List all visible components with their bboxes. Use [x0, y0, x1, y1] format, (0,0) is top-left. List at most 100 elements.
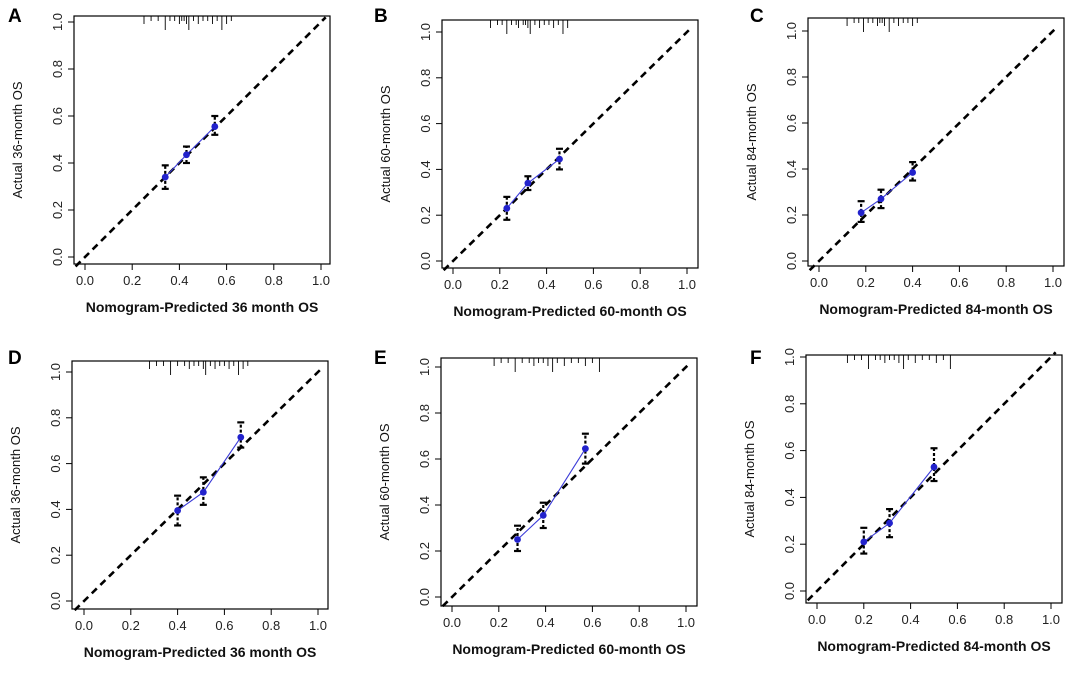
y-tick-label: 0.6	[418, 115, 433, 133]
calibration-point	[161, 173, 169, 181]
x-tick-label: 0.2	[491, 277, 509, 292]
x-tick-label: 0.8	[995, 612, 1013, 627]
y-tick-label: 0.0	[417, 588, 432, 606]
x-tick-label: 0.0	[75, 618, 93, 633]
y-tick-label: 0.8	[784, 68, 799, 86]
panel-letter-f: F	[750, 348, 762, 369]
x-tick-label: 1.0	[309, 618, 327, 633]
panel-letter-b: B	[374, 6, 388, 27]
y-tick-label: 0.6	[784, 114, 799, 132]
plot-frame	[805, 354, 1063, 604]
calibration-point	[909, 169, 916, 176]
x-tick-label: 0.0	[810, 275, 828, 290]
plot-frame	[441, 19, 699, 269]
error-bar	[182, 145, 190, 165]
plot-frame	[440, 357, 698, 607]
y-tick-label: 0.4	[784, 160, 799, 178]
y-tick-label: 0.4	[418, 160, 433, 178]
plot-frame	[73, 15, 331, 265]
calibration-point	[857, 209, 865, 217]
y-tick-label: 0.6	[50, 107, 65, 125]
y-tick-label: 0.0	[418, 252, 433, 270]
y-tick-label: 1.0	[782, 348, 797, 366]
panel-d: D 0.0 0.2 0.4 0.6 0.8 1.0 0.0 0.2 0.4 0.6 0.8 1.0 Nom…	[8, 348, 329, 660]
x-tick-label: 0.6	[584, 277, 602, 292]
y-tick-label: 0.8	[50, 60, 65, 78]
reference-diagonal	[73, 366, 324, 612]
calibration-point	[581, 445, 589, 453]
calibration-point	[877, 195, 885, 203]
error-bar	[886, 508, 894, 539]
reference-diagonal	[442, 26, 693, 272]
y-axis-title: Actual 36-month OS	[10, 81, 25, 198]
x-axis-title: Nomogram-Predicted 60-month OS	[452, 641, 685, 657]
y-tick-label: 0.8	[417, 404, 432, 422]
calibration-point	[860, 538, 868, 546]
reference-diagonal	[74, 16, 327, 268]
calibration-line	[517, 448, 586, 540]
x-tick-label: 0.8	[997, 275, 1015, 290]
x-axis-title: Nomogram-Predicted 84-month OS	[819, 301, 1052, 317]
calibration-point	[556, 155, 563, 163]
panel-letter-a: A	[8, 6, 22, 27]
x-tick-label: 0.0	[76, 273, 94, 288]
panel-b: B 0.0 0.2 0.4 0.6 0.8 1.0 0.0 0.2 0.4 0.6 0.8 1.0 Nom…	[374, 6, 699, 319]
y-tick-label: 0.2	[50, 201, 65, 219]
calibration-point	[237, 433, 245, 441]
x-tick-label: 0.0	[444, 277, 462, 292]
x-tick-label: 0.2	[123, 273, 141, 288]
error-bar	[211, 114, 219, 136]
y-tick-label: 0.4	[782, 488, 797, 506]
y-axis-title: Actual 84-month OS	[742, 420, 757, 537]
y-axis-title: Actual 36-month OS	[8, 426, 23, 543]
y-tick-label: 0.4	[48, 500, 63, 518]
y-tick-label: 1.0	[50, 13, 65, 31]
panel-c: C 0.0 0.2 0.4 0.6 0.8 1.0 0.0 0.2 0.4 0.6 0.8 1.0 Nom…	[744, 6, 1065, 317]
y-tick-label: 0.8	[48, 409, 63, 427]
y-axis-title: Actual 60-month OS	[377, 423, 392, 540]
y-tick-label: 0.0	[48, 592, 63, 610]
x-tick-label: 0.2	[857, 275, 875, 290]
calibration-point	[524, 179, 532, 187]
y-axis-title: Actual 84-month OS	[744, 83, 759, 200]
x-tick-label: 0.8	[262, 618, 280, 633]
x-tick-label: 1.0	[1042, 612, 1060, 627]
calibration-point	[199, 488, 207, 496]
x-tick-label: 0.6	[948, 612, 966, 627]
x-tick-label: 0.0	[443, 615, 461, 630]
panel-e: E 0.0 0.2 0.4 0.6 0.8 1.0 0.0 0.2 0.4 0.6 0.8 1.0 Nom…	[374, 348, 698, 657]
plot-frame	[807, 17, 1065, 267]
x-tick-label: 1.0	[312, 273, 330, 288]
calibration-point	[503, 204, 511, 212]
y-tick-label: 0.6	[417, 450, 432, 468]
x-tick-label: 0.4	[902, 612, 920, 627]
error-bar	[174, 494, 182, 527]
y-tick-label: 1.0	[48, 363, 63, 381]
panel-letter-d: D	[8, 348, 22, 369]
x-tick-label: 0.4	[904, 275, 922, 290]
x-axis-title: Nomogram-Predicted 36 month OS	[86, 299, 319, 315]
y-tick-label: 0.2	[48, 546, 63, 564]
x-tick-label: 0.6	[583, 615, 601, 630]
calibration-point	[886, 519, 893, 527]
panel-f: F 0.0 0.2 0.4 0.6 0.8 1.0 0.0 0.2 0.4 0.6 0.8 1.0 Nom…	[742, 348, 1063, 654]
y-tick-label: 0.2	[418, 206, 433, 224]
x-tick-label: 0.6	[218, 273, 236, 288]
x-tick-label: 1.0	[678, 277, 696, 292]
calibration-point	[514, 536, 521, 543]
calibration-line	[863, 466, 935, 543]
error-bar	[581, 432, 589, 465]
y-axis-title: Actual 60-month OS	[378, 85, 393, 202]
x-tick-label: 0.2	[490, 615, 508, 630]
y-tick-label: 0.0	[782, 582, 797, 600]
x-tick-label: 0.0	[808, 612, 826, 627]
x-tick-label: 1.0	[1044, 275, 1062, 290]
y-tick-label: 0.2	[782, 535, 797, 553]
y-tick-label: 1.0	[784, 22, 799, 40]
x-tick-label: 0.6	[950, 275, 968, 290]
x-tick-label: 0.4	[538, 277, 556, 292]
y-tick-label: 0.0	[784, 252, 799, 270]
y-tick-label: 0.2	[784, 206, 799, 224]
x-tick-label: 0.2	[855, 612, 873, 627]
